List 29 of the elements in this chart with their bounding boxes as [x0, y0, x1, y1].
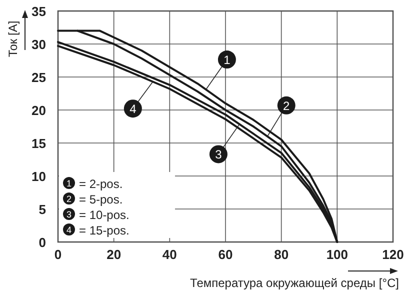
legend-label: = 5-pos. — [79, 192, 123, 206]
text: 1 — [66, 178, 72, 188]
legend-label: = 2-pos. — [79, 177, 123, 191]
x-tick-label: 60 — [218, 247, 233, 262]
y-tick-label: 10 — [32, 169, 46, 184]
y-tick-label: 30 — [32, 37, 46, 52]
y-tick-label: 15 — [32, 136, 46, 151]
legend-label: = 15-pos. — [79, 224, 130, 238]
x-tick-label: 100 — [326, 247, 348, 262]
text: 2 — [66, 194, 72, 204]
x-axis-title: Температура окружающей среды [°C] — [190, 276, 399, 290]
y-tick-label: 25 — [32, 70, 46, 85]
x-tick-label: 0 — [54, 247, 62, 262]
x-tick-label: 80 — [274, 247, 289, 262]
x-tick-label: 40 — [162, 247, 177, 262]
annotation: 3 — [215, 148, 222, 162]
y-axis-title: Ток [A] — [6, 20, 20, 58]
y-tick-label: 0 — [38, 235, 46, 250]
annotation: 2 — [283, 98, 290, 113]
x-tick-label: 120 — [382, 247, 404, 262]
y-tick-label: 20 — [32, 103, 46, 118]
text: 4 — [66, 225, 72, 235]
y-tick-label: 5 — [38, 202, 46, 217]
legend-label: = 10-pos. — [79, 208, 130, 222]
annotation: 4 — [130, 102, 137, 116]
text: 3 — [66, 210, 72, 220]
annotation: 1 — [224, 53, 231, 68]
x-tick-label: 20 — [106, 247, 122, 262]
y-tick-label: 35 — [32, 4, 46, 19]
